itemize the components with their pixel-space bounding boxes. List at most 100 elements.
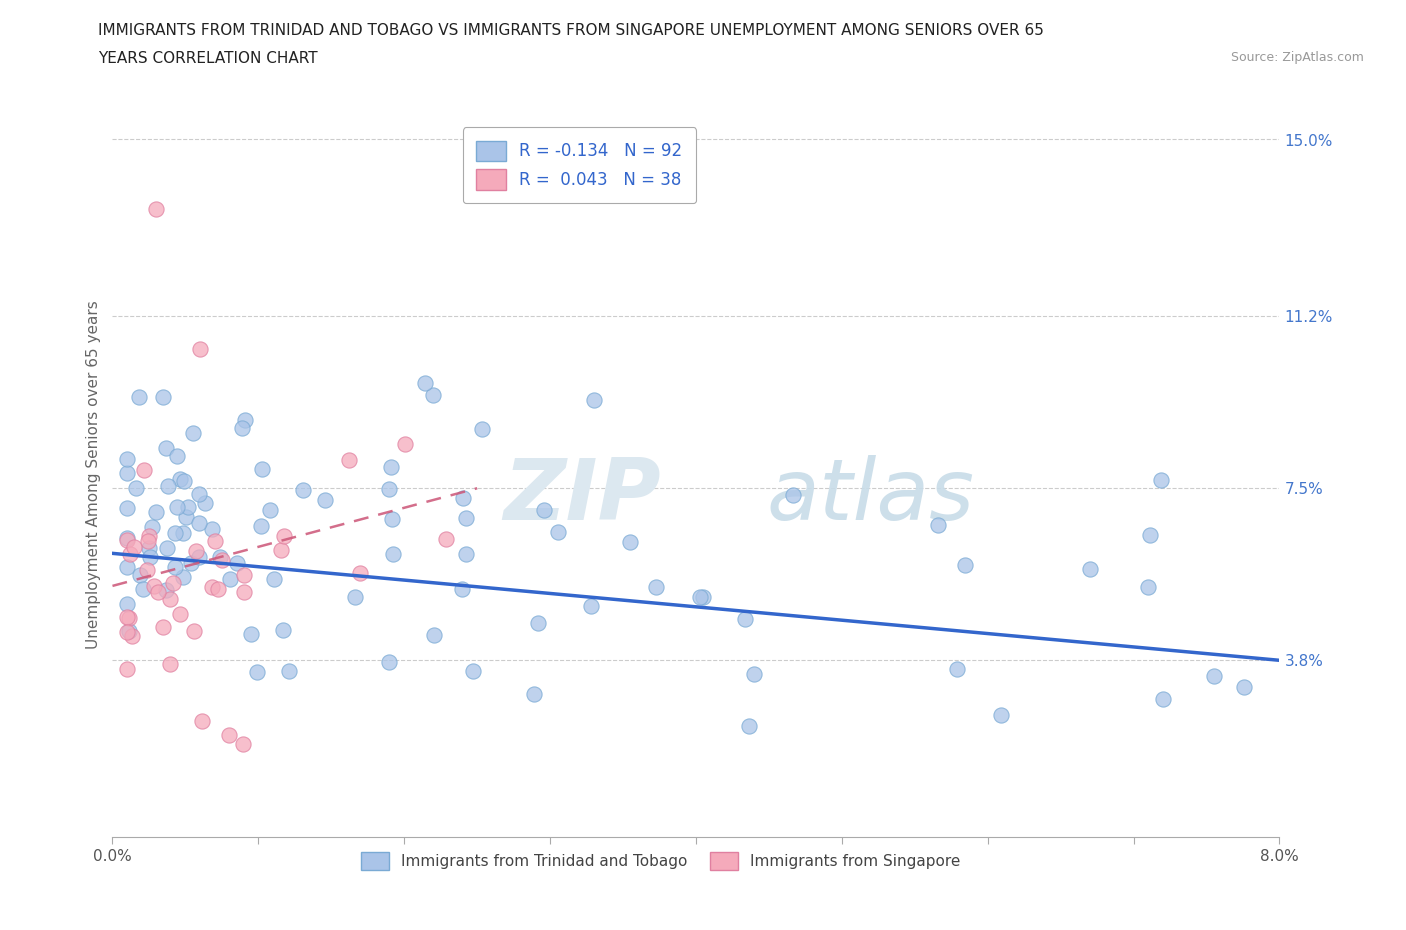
Point: [270, 543, 292, 558]
Point: [1150, 473, 1173, 488]
Point: [527, 615, 550, 630]
Point: [115, 560, 138, 575]
Point: [394, 436, 416, 451]
Point: [134, 463, 156, 478]
Point: [152, 619, 174, 634]
Point: [141, 519, 163, 534]
Point: [115, 625, 138, 640]
Point: [208, 550, 231, 565]
Point: [122, 539, 145, 554]
Point: [155, 441, 177, 456]
Point: [547, 525, 569, 539]
Point: [533, 502, 555, 517]
Y-axis label: Unemployment Among Seniors over 65 years: Unemployment Among Seniors over 65 years: [86, 300, 101, 649]
Point: [233, 584, 256, 599]
Point: [138, 528, 160, 543]
Point: [689, 590, 711, 604]
Point: [115, 500, 138, 515]
Point: [145, 202, 167, 217]
Point: [145, 505, 167, 520]
Point: [990, 708, 1012, 723]
Point: [201, 522, 224, 537]
Point: [349, 566, 371, 581]
Point: [380, 459, 402, 474]
Point: [471, 421, 494, 436]
Point: [166, 499, 188, 514]
Point: [155, 582, 177, 597]
Point: [451, 582, 474, 597]
Point: [159, 657, 181, 671]
Point: [136, 533, 159, 548]
Point: [146, 584, 169, 599]
Point: [156, 541, 179, 556]
Point: [187, 550, 209, 565]
Point: [226, 555, 249, 570]
Point: [219, 571, 242, 586]
Point: [782, 487, 804, 502]
Point: [172, 569, 194, 584]
Point: [314, 492, 336, 507]
Point: [249, 519, 271, 534]
Point: [132, 581, 155, 596]
Point: [434, 532, 457, 547]
Point: [252, 462, 274, 477]
Point: [159, 591, 181, 606]
Text: Source: ZipAtlas.com: Source: ZipAtlas.com: [1230, 51, 1364, 64]
Point: [422, 388, 444, 403]
Point: [1152, 691, 1174, 706]
Point: [523, 687, 546, 702]
Point: [645, 579, 668, 594]
Point: [188, 341, 211, 356]
Point: [742, 666, 765, 681]
Point: [231, 737, 253, 751]
Point: [188, 486, 211, 501]
Point: [125, 480, 148, 495]
Point: [115, 610, 138, 625]
Point: [138, 540, 160, 555]
Point: [204, 533, 226, 548]
Point: [337, 452, 360, 467]
Point: [619, 535, 641, 550]
Point: [734, 611, 756, 626]
Point: [157, 479, 180, 494]
Text: IMMIGRANTS FROM TRINIDAD AND TOBAGO VS IMMIGRANTS FROM SINGAPORE UNEMPLOYMENT AM: IMMIGRANTS FROM TRINIDAD AND TOBAGO VS I…: [98, 23, 1045, 38]
Point: [128, 390, 150, 405]
Legend: Immigrants from Trinidad and Tobago, Immigrants from Singapore: Immigrants from Trinidad and Tobago, Imm…: [356, 845, 967, 876]
Point: [115, 661, 138, 676]
Point: [263, 572, 285, 587]
Point: [456, 546, 478, 561]
Point: [273, 529, 295, 544]
Point: [271, 622, 294, 637]
Point: [163, 526, 186, 541]
Point: [413, 376, 436, 391]
Point: [194, 496, 217, 511]
Point: [184, 543, 207, 558]
Point: [738, 719, 761, 734]
Point: [953, 558, 976, 573]
Point: [180, 556, 202, 571]
Point: [174, 510, 197, 525]
Text: ZIP: ZIP: [503, 455, 661, 538]
Point: [233, 567, 256, 582]
Point: [218, 727, 240, 742]
Point: [946, 662, 969, 677]
Point: [169, 606, 191, 621]
Point: [1202, 668, 1225, 683]
Point: [231, 420, 253, 435]
Point: [173, 473, 195, 488]
Point: [188, 516, 211, 531]
Point: [451, 490, 474, 505]
Point: [183, 426, 205, 441]
Point: [118, 623, 141, 638]
Point: [1139, 527, 1161, 542]
Point: [211, 552, 233, 567]
Point: [927, 518, 949, 533]
Point: [191, 713, 214, 728]
Point: [163, 559, 186, 574]
Point: [200, 579, 222, 594]
Point: [115, 451, 138, 466]
Point: [177, 499, 200, 514]
Point: [381, 546, 404, 561]
Point: [1078, 562, 1101, 577]
Point: [692, 590, 714, 604]
